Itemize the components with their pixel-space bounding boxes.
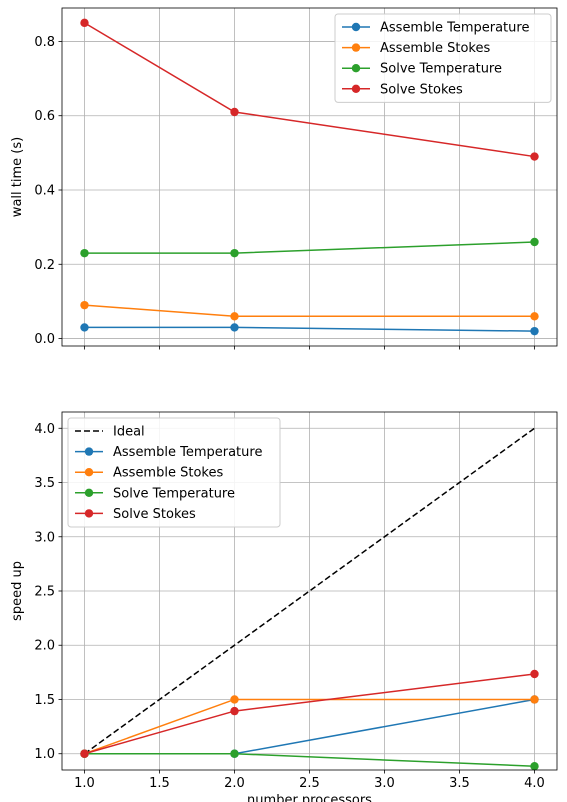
data-point (80, 18, 89, 28)
legend-marker (84, 447, 94, 456)
legend-label: Solve Stokes (380, 82, 463, 97)
x-tick-label: 1.5 (149, 776, 170, 791)
y-tick-label: 1.0 (34, 747, 55, 762)
data-point (230, 706, 239, 716)
data-point (230, 248, 239, 258)
y-tick-label: 4.0 (34, 422, 55, 437)
y-tick-label: 0.4 (34, 184, 55, 199)
x-tick-label: 2.5 (299, 776, 320, 791)
y-tick-label: 0.8 (34, 35, 55, 50)
y-tick-label: 1.5 (34, 693, 55, 708)
y-axis-label: speed up (10, 561, 25, 621)
legend-box (334, 13, 552, 103)
data-point (80, 749, 89, 758)
legend-label: Assemble Stokes (113, 466, 223, 481)
data-point (230, 107, 239, 117)
legend-label: Ideal (113, 425, 145, 440)
x-tick-label: 2.0 (224, 776, 245, 791)
x-tick-label: 1.0 (74, 776, 95, 791)
y-tick-label: 0.6 (34, 109, 55, 124)
legend-marker (351, 63, 361, 73)
data-point (230, 695, 239, 704)
legend-marker (351, 84, 361, 94)
plot-panel-1: 0.0 0.2 0.4 0.6 0.8 wall time (s) Assemble Tem… (10, 7, 558, 350)
series-line-ideal (84, 427, 535, 755)
data-point (530, 762, 539, 771)
legend-label: Assemble Temperature (380, 21, 529, 36)
y-axis-label: wall time (s) (10, 137, 25, 217)
data-point (80, 323, 89, 332)
y-tick-label: 2.5 (34, 585, 55, 600)
legend-label: Assemble Stokes (380, 41, 490, 56)
data-point (530, 237, 539, 247)
plot-panel-2: 1.0 1.5 2.0 2.5 3.0 3.5 4.0 1.0 1.5 2.0 2.5 3.0 3.5 4… (10, 411, 558, 802)
legend-label: Assemble Temperature (113, 445, 262, 460)
legend-marker (84, 468, 94, 477)
legend-marker (351, 22, 361, 32)
x-tick-label: 3.5 (449, 776, 470, 791)
legend-label: Solve Stokes (113, 507, 196, 522)
legend-box (67, 417, 281, 528)
y-tick-label: 2.0 (34, 639, 55, 654)
data-point (530, 312, 539, 321)
legend: Ideal Assemble Temperature Assemble Stokes… (67, 417, 281, 528)
data-point (530, 669, 539, 679)
x-axis-label: number processors (247, 793, 372, 802)
data-point (530, 695, 539, 704)
data-point (530, 326, 539, 336)
y-tick-label: 3.0 (34, 530, 55, 545)
data-point (530, 152, 539, 161)
data-point (230, 323, 239, 332)
legend-label: Solve Temperature (380, 62, 502, 77)
y-tick-label: 0.2 (34, 258, 55, 273)
legend-marker (84, 488, 94, 497)
data-point (80, 300, 89, 310)
y-tick-label: 3.5 (34, 476, 55, 491)
x-tick-label: 4.0 (524, 776, 545, 791)
data-point (80, 248, 89, 258)
x-tick-label: 3.0 (374, 776, 395, 791)
legend-marker (84, 509, 94, 518)
data-point (230, 749, 239, 758)
legend-label: Solve Temperature (113, 486, 235, 501)
y-tick-label: 0.0 (34, 332, 55, 347)
legend-marker (351, 43, 361, 52)
legend: Assemble Temperature Assemble Stokes Solve… (334, 13, 552, 103)
data-point (230, 312, 239, 321)
